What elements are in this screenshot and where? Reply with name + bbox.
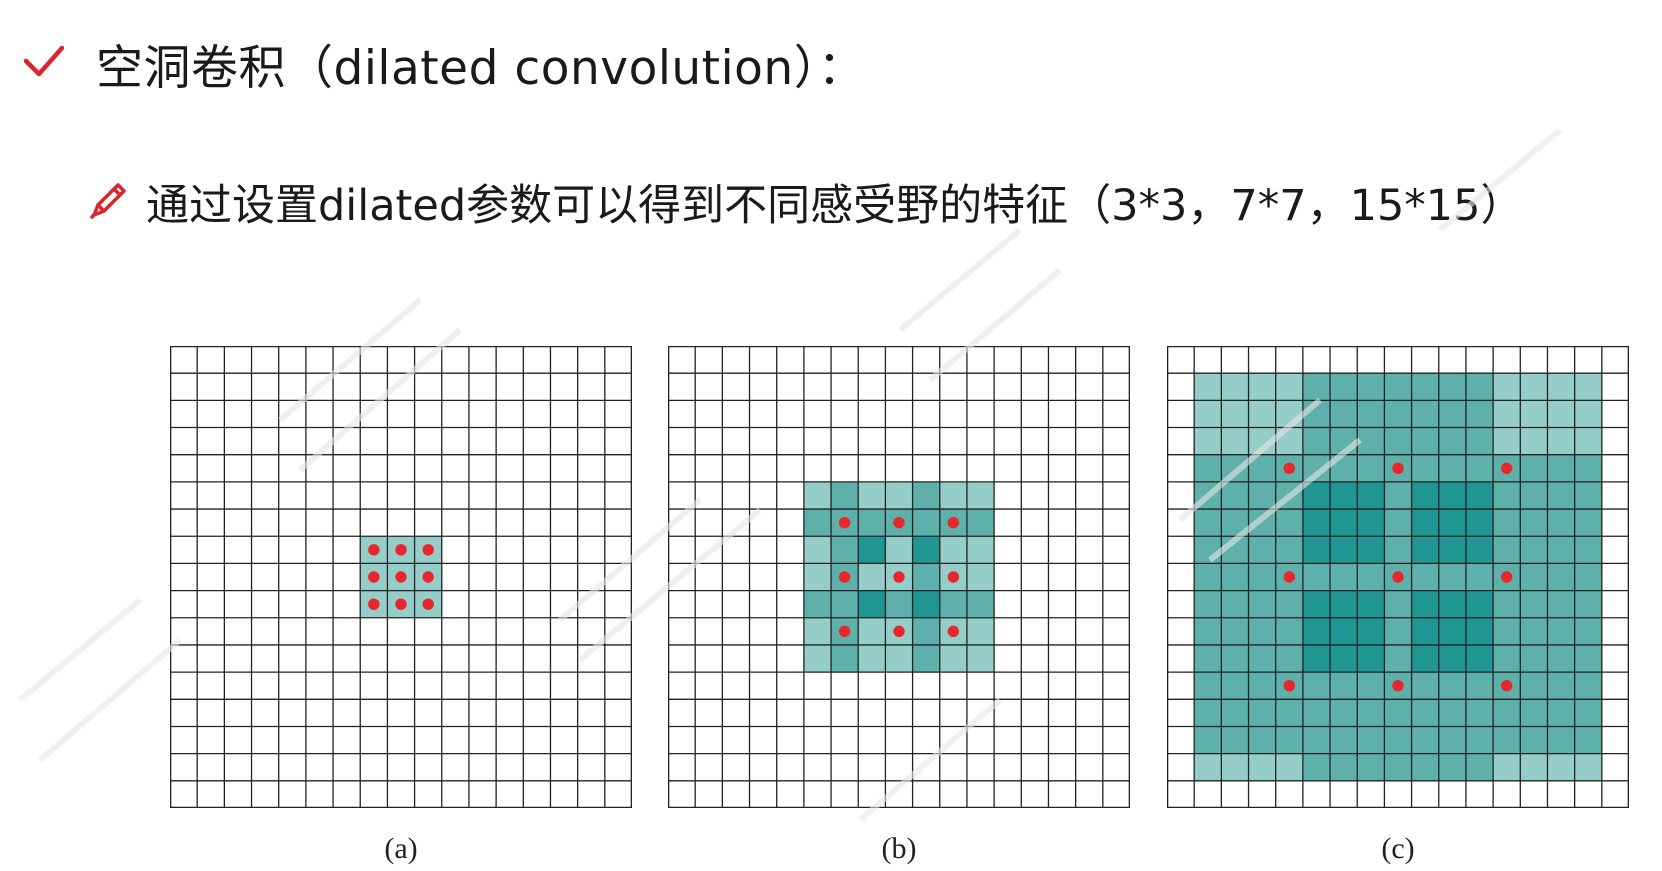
kernel-dot	[395, 598, 407, 610]
subheading-row: 通过设置dilated参数可以得到不同感受野的特征（3*3，7*7，15*15）	[86, 170, 1524, 234]
kernel-dot	[368, 598, 380, 610]
receptive-field-mid	[803, 590, 995, 618]
kernel-dot	[368, 544, 380, 556]
receptive-field-dark	[1302, 590, 1385, 673]
receptive-field-dark	[912, 536, 940, 564]
grid-svg-a	[170, 346, 632, 808]
kernel-dot	[1283, 679, 1296, 692]
kernel-dot	[1392, 462, 1404, 475]
receptive-field-dark	[912, 590, 940, 618]
kernel-dot	[422, 544, 434, 556]
kernel-dot	[422, 571, 434, 583]
kernel-dot	[1283, 571, 1296, 583]
kernel-dot	[893, 625, 905, 638]
grid-svg-b	[668, 346, 1130, 808]
receptive-field-dark	[858, 536, 886, 564]
slide-heading: 空洞卷积（dilated convolution）：	[96, 40, 866, 96]
diagram-panel-b	[668, 346, 1130, 808]
kernel-dot	[395, 571, 407, 583]
panel-label-a: (a)	[384, 832, 418, 865]
kernel-dot	[838, 625, 851, 638]
kernel-dot	[395, 544, 407, 556]
kernel-dot	[893, 571, 905, 583]
kernel-dot	[838, 516, 851, 529]
receptive-field-dark	[858, 590, 886, 618]
kernel-dot	[947, 625, 960, 638]
kernel-dot	[368, 571, 380, 583]
kernel-dot	[947, 516, 960, 529]
receptive-field-dark	[1411, 590, 1494, 673]
pencil-icon	[86, 177, 132, 227]
checkmark-icon	[22, 39, 66, 87]
panel-label-c: (c)	[1381, 832, 1415, 865]
kernel-dot	[1500, 571, 1513, 583]
kernel-dot	[947, 571, 960, 583]
heading-row: 空洞卷积（dilated convolution）：	[22, 28, 865, 98]
slide-subheading: 通过设置dilated参数可以得到不同感受野的特征（3*3，7*7，15*15）	[146, 181, 1524, 231]
kernel-dot	[422, 598, 434, 610]
kernel-dot	[1283, 462, 1296, 475]
grid-svg-c	[1167, 346, 1629, 808]
kernel-dot	[893, 516, 905, 529]
panel-label-b: (b)	[881, 832, 917, 865]
kernel-dot	[838, 571, 851, 583]
kernel-dot	[1500, 679, 1513, 692]
kernel-dot	[1500, 462, 1513, 475]
diagram-panel-c	[1167, 346, 1629, 808]
kernel-dot	[1392, 679, 1404, 692]
kernel-dot	[1392, 571, 1404, 583]
receptive-field-dark	[1411, 481, 1494, 564]
diagram-panel-a	[170, 346, 632, 808]
receptive-field-dark	[1302, 481, 1385, 564]
